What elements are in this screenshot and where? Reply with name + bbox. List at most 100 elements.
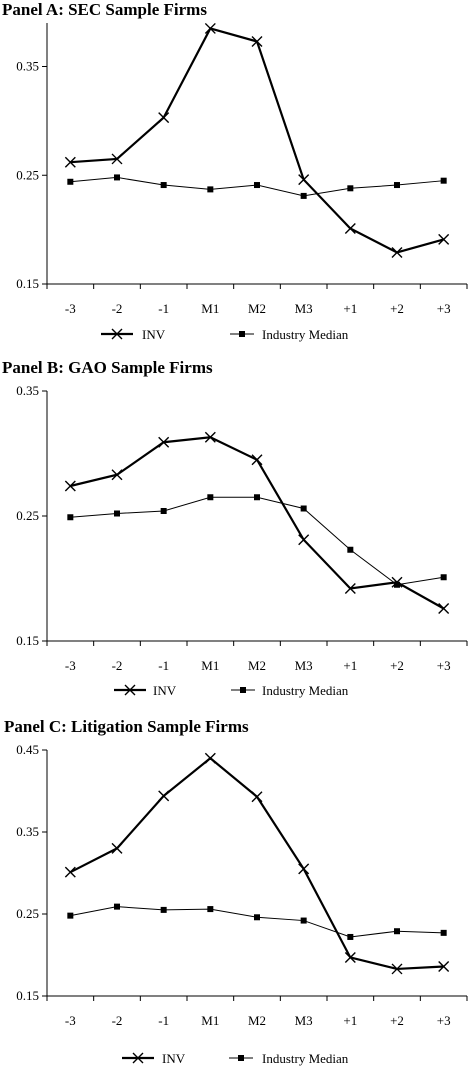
panel-b-legend-inv-marker (124, 684, 136, 696)
panel-b-x-tick-label: +1 (343, 658, 357, 673)
panel-a-inv-point (391, 246, 403, 258)
panel-c-industry-median-point (394, 928, 400, 935)
panel-c-x-tick-label: +1 (343, 1013, 357, 1028)
panel-b-y-tick-label: 0.15 (16, 633, 39, 648)
panel-a-inv-point (111, 153, 123, 165)
panel-a-x-tick-label: +3 (437, 301, 451, 316)
panel-c-industry-median-point (67, 912, 74, 919)
panel-c-legend-inv-marker (132, 1052, 144, 1064)
panel-a-x-tick-label: -1 (158, 301, 169, 316)
panel-a-inv-point (344, 223, 356, 235)
panel-a-chart: Panel A: SEC Sample Firms 0.15 0.25 0.35 -3 -… (2, 0, 468, 342)
panel-a-x-tick-label: M2 (248, 301, 266, 316)
panel-a-legend-inv-label: INV (142, 327, 166, 342)
panel-b-legend-median-label: Industry Median (262, 683, 349, 698)
panel-c-x-tick-label: M3 (295, 1013, 313, 1028)
panel-b-x-tick-label: +2 (390, 658, 404, 673)
panel-c-industry-median-point (160, 906, 167, 913)
panel-c-y-tick-label: 0.25 (16, 906, 39, 921)
panel-c-inv-point (251, 791, 263, 803)
panel-c-legend: INV Industry Median (122, 1051, 349, 1066)
panel-a-y-tick-label: 0.15 (16, 276, 39, 291)
panel-b-y-tick-label: 0.35 (16, 383, 39, 398)
panel-a-industry-median-point (300, 192, 307, 199)
panel-b-x-tick-label: M1 (201, 658, 219, 673)
panel-b-x-tick-label: +3 (437, 658, 451, 673)
panel-a-inv-point (438, 233, 450, 245)
panel-c-chart: Panel C: Litigation Sample Firms 0.15 0.25… (4, 717, 468, 1066)
panel-b-legend: INV Industry Median (114, 683, 349, 698)
panel-a-inv-point (158, 112, 170, 124)
panel-c-series-inv (64, 752, 450, 975)
panel-a-industry-median-point (207, 186, 214, 193)
panel-c-x-tick-label: -3 (65, 1013, 76, 1028)
panel-c-x-tick-label: +3 (437, 1013, 451, 1028)
panel-c-inv-point (344, 951, 356, 963)
panel-c-inv-line (69, 756, 444, 971)
panel-a-inv-line (70, 27, 444, 254)
panel-c-x-tick-label: -1 (158, 1013, 169, 1028)
panel-a-x-tick-label: -2 (112, 301, 123, 316)
panel-b-industry-median-point (207, 494, 214, 501)
panel-c-industry-median-point (254, 914, 260, 921)
panel-a-industry-median-point (440, 177, 447, 184)
panel-a-legend-inv-marker (111, 328, 123, 340)
panel-b-inv-point (158, 436, 170, 448)
panel-a-y-tick-label: 0.25 (16, 167, 39, 182)
panel-a-industry-median-point (347, 185, 354, 192)
panel-a-x-tick-label: M1 (201, 301, 219, 316)
panel-a-inv-point (298, 174, 310, 186)
panel-b-industry-median-point (440, 574, 447, 581)
panel-a-y-tick-label: 0.35 (16, 59, 39, 74)
panel-b-inv-point (298, 534, 310, 546)
panel-a-inv-point (251, 35, 263, 47)
panel-a-legend: INV Industry Median (101, 327, 349, 342)
panel-a-series-inv (64, 22, 450, 258)
panel-c-legend-median-label: Industry Median (262, 1051, 349, 1066)
panel-a-x-tick-label: M3 (295, 301, 313, 316)
panel-a-x-tick-label: +1 (343, 301, 357, 316)
panel-c-industry-median-point (207, 906, 214, 913)
panel-c-industry-median-point (440, 929, 447, 936)
panel-c-y-tick-label: 0.15 (16, 988, 39, 1003)
panel-c-industry-median-point (114, 903, 120, 910)
panel-c-inv-point (158, 790, 170, 802)
panel-a-legend-median-marker (239, 331, 245, 337)
panel-b-series-industry-median (67, 494, 447, 588)
panel-c-inv-point (438, 960, 450, 972)
panel-b-inv-point (204, 431, 216, 443)
panel-b-industry-median-line (70, 496, 444, 586)
panel-a-industry-median-point (160, 182, 167, 189)
panel-b-title: Panel B: GAO Sample Firms (2, 358, 213, 377)
panel-c-y-tick-label: 0.35 (16, 824, 39, 839)
panel-b-industry-median-point (300, 505, 307, 512)
panel-c-inv-point (298, 863, 310, 875)
panel-c-industry-median-point (300, 917, 307, 924)
panel-a-x-tick-label: -3 (65, 301, 76, 316)
panel-b-x-tick-label: -3 (65, 658, 76, 673)
panel-b-x-tick-label: M3 (295, 658, 313, 673)
panel-b-industry-median-point (254, 494, 260, 501)
panel-b-x-tick-label: M2 (248, 658, 266, 673)
panel-a-industry-median-point (67, 178, 74, 185)
panel-b-inv-line (70, 436, 445, 610)
panel-c-title: Panel C: Litigation Sample Firms (4, 717, 249, 736)
panel-c-x-tick-label: M1 (201, 1013, 219, 1028)
panel-c-y-tick-label: 0.45 (16, 742, 39, 757)
panel-c-x-tick-label: M2 (248, 1013, 266, 1028)
panel-b-x-tick-label: -2 (112, 658, 123, 673)
panel-b-industry-median-point (114, 510, 120, 517)
panel-b-industry-median-point (67, 514, 74, 521)
panel-a-x-tick-label: +2 (390, 301, 404, 316)
panel-b-inv-point (344, 583, 356, 594)
panel-b-inv-point (111, 469, 123, 481)
panel-b-x-tick-label: -1 (158, 658, 169, 673)
panel-b-inv-point (64, 480, 76, 492)
panel-c-industry-median-line (70, 906, 444, 938)
panel-a-industry-median-point (254, 182, 260, 189)
panel-b-industry-median-point (347, 546, 354, 553)
panel-b-inv-point (251, 454, 263, 466)
panel-c-industry-median-point (347, 933, 354, 940)
panel-a-industry-median-point (394, 182, 400, 189)
panel-c-x-tick-label: +2 (390, 1013, 404, 1028)
